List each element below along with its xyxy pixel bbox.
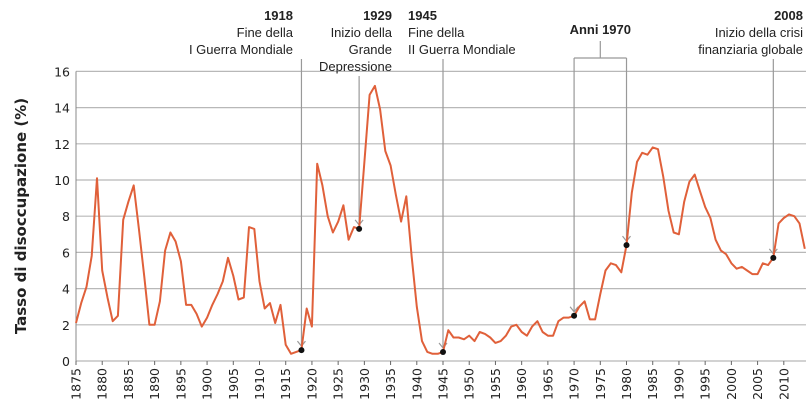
y-tick-label: 12 <box>54 137 70 152</box>
y-axis-label: Tasso di disoccupazione (%) <box>12 98 30 334</box>
annotation-year: 1945 <box>408 8 437 23</box>
y-axis-ticks: 0 2 4 6 8 10 12 14 16 <box>54 64 70 369</box>
x-tick-label: 1975 <box>593 368 608 400</box>
x-tick-label: 1965 <box>540 368 555 400</box>
x-tick-label: 1950 <box>462 368 477 400</box>
x-tick-label: 1955 <box>488 368 503 400</box>
series-line <box>75 84 806 355</box>
x-tick-label: 1875 <box>69 368 84 400</box>
event-marker-dot <box>623 242 630 249</box>
x-tick-label: 1885 <box>121 368 136 400</box>
event-marker-dot <box>571 312 578 319</box>
annotation-text: Depressione <box>319 59 392 74</box>
x-tick-label: 1970 <box>567 368 582 400</box>
x-axis-ticks: 1875 1880 1885 1890 1895 1900 1905 1910 1915 1920… <box>69 361 791 400</box>
x-tick-label: 1980 <box>619 368 634 400</box>
event-markers <box>298 225 777 355</box>
gridlines <box>75 70 806 362</box>
arrow-icon <box>569 306 579 313</box>
y-tick-label: 16 <box>54 64 70 79</box>
event-marker-dot <box>440 348 447 355</box>
y-tick-label: 10 <box>54 173 70 188</box>
annotation-text: Fine della <box>237 25 294 40</box>
x-tick-label: 1925 <box>331 368 346 400</box>
y-tick-label: 6 <box>62 245 70 260</box>
x-tick-label: 1990 <box>671 368 686 400</box>
annotation-text: Inizio della <box>331 25 393 40</box>
x-tick-label: 1920 <box>304 368 319 400</box>
x-tick-label: 1900 <box>200 368 215 400</box>
x-tick-label: 1895 <box>173 368 188 400</box>
annotation-year: 2008 <box>774 8 803 23</box>
annotation-text: Grande <box>349 42 392 57</box>
annotation-text: I Guerra Mondiale <box>189 42 293 57</box>
annotation-text: Fine della <box>408 25 465 40</box>
x-tick-label: 1930 <box>357 368 372 400</box>
x-tick-label: 1880 <box>95 368 110 400</box>
x-tick-label: 1945 <box>436 368 451 400</box>
x-tick-label: 1915 <box>278 368 293 400</box>
annotation-text: Inizio della crisi <box>715 25 803 40</box>
x-tick-label: 1985 <box>645 368 660 400</box>
y-tick-label: 0 <box>62 354 70 369</box>
x-tick-label: 2005 <box>750 368 765 400</box>
annotation-text: II Guerra Mondiale <box>408 42 516 57</box>
x-tick-label: 1995 <box>698 368 713 400</box>
annotations: 1918 Fine della I Guerra Mondiale 1929 Inizi… <box>189 8 803 349</box>
x-tick-label: 1960 <box>514 368 529 400</box>
event-marker-dot <box>770 254 777 261</box>
event-marker-dot <box>298 347 305 354</box>
annotation-text: finanziaria globale <box>698 42 803 57</box>
x-tick-label: 1890 <box>147 368 162 400</box>
y-tick-label: 4 <box>62 282 70 297</box>
x-tick-label: 1940 <box>409 368 424 400</box>
y-tick-label: 8 <box>62 209 70 224</box>
bracket-label: Anni 1970 <box>570 22 631 37</box>
x-tick-label: 2010 <box>776 368 791 400</box>
y-tick-label: 2 <box>62 318 70 333</box>
annotation-year: 1918 <box>264 8 293 23</box>
x-tick-label: 1905 <box>226 368 241 400</box>
x-tick-label: 1935 <box>383 368 398 400</box>
x-tick-label: 2000 <box>724 368 739 400</box>
x-tick-label: 1910 <box>252 368 267 400</box>
annotation-year: 1929 <box>363 8 392 23</box>
event-marker-dot <box>356 225 363 232</box>
y-tick-label: 14 <box>54 101 70 116</box>
